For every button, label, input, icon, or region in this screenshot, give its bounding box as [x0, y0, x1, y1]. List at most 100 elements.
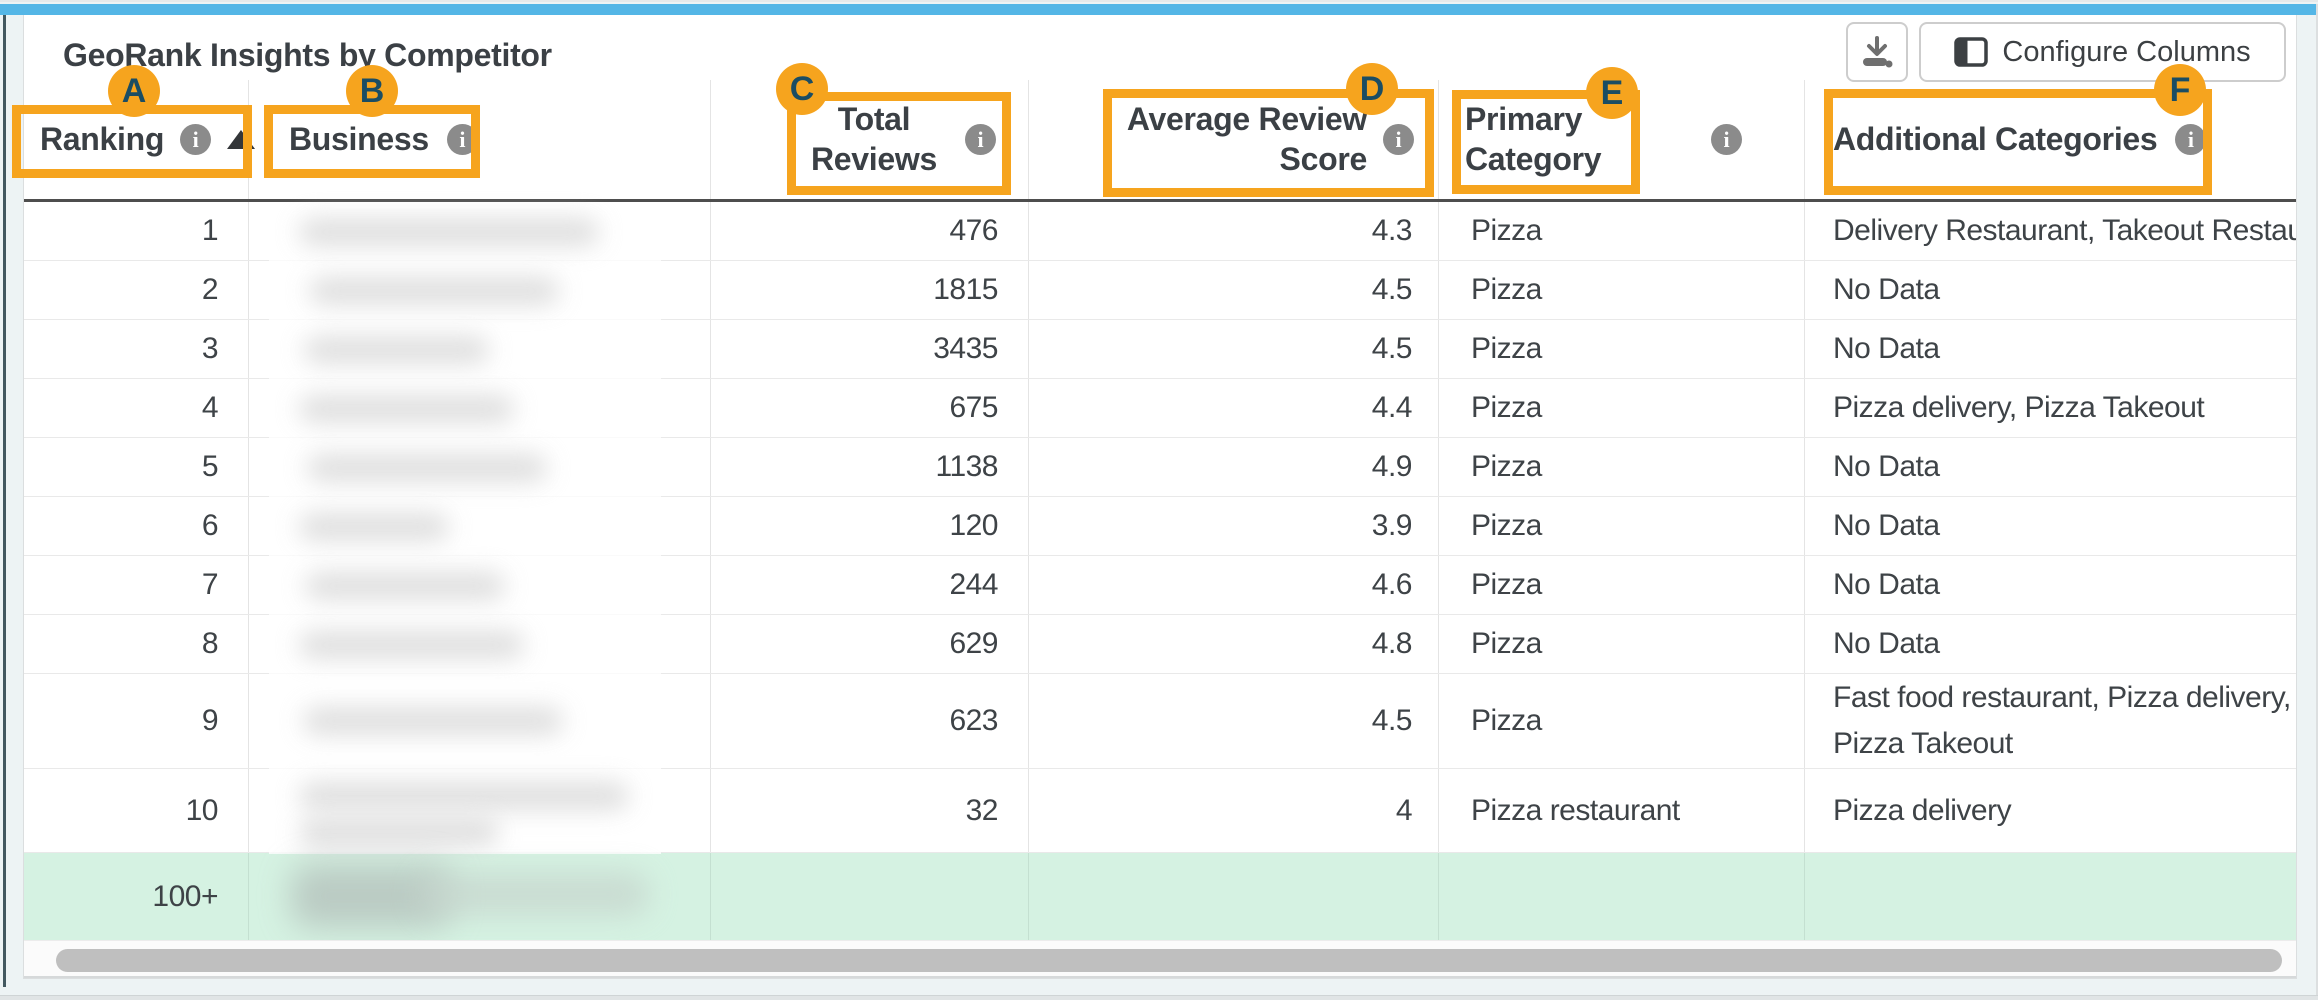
cell-business-redacted	[249, 769, 711, 852]
cell-primary-category: Pizza	[1439, 556, 1805, 614]
info-icon[interactable]: i	[1711, 124, 1742, 155]
info-icon[interactable]: i	[1383, 124, 1414, 155]
cell-primary-category: Pizza	[1439, 674, 1805, 768]
cell-business-redacted	[249, 853, 711, 940]
column-label: Ranking	[40, 120, 165, 157]
table-header-row: Ranking i Business i Total Reviews i Ave…	[24, 80, 2296, 202]
cell-total-reviews: 623	[711, 674, 1029, 768]
horizontal-scrollbar-thumb[interactable]	[56, 949, 2282, 972]
cell-average-review-score: 4.9	[1029, 438, 1439, 496]
cell-ranking: 8	[24, 615, 249, 673]
download-icon	[1860, 35, 1894, 69]
cell-total-reviews: 1138	[711, 438, 1029, 496]
table-columns-icon	[1954, 37, 1989, 67]
cell-additional-categories: Delivery Restaurant, Takeout Restau	[1833, 214, 2297, 247]
annotation-box-additional-categories	[1824, 89, 2212, 195]
cell-primary-category: Pizza	[1439, 202, 1805, 260]
cell-ranking: 2	[24, 261, 249, 319]
annotation-badge-c: C	[776, 63, 828, 115]
right-frame-line	[2316, 4, 2318, 1000]
cell-business-redacted	[249, 379, 711, 437]
info-icon[interactable]: i	[2175, 124, 2207, 155]
cell-total-reviews: 675	[711, 379, 1029, 437]
cell-ranking: 6	[24, 497, 249, 555]
cell-additional-categories	[1805, 853, 2296, 940]
column-header-ranking[interactable]: Ranking i	[24, 80, 256, 199]
cell-business-redacted	[249, 261, 711, 319]
info-icon[interactable]: i	[965, 124, 996, 155]
cell-ranking: 1	[24, 202, 249, 260]
column-label: Additional Categories	[1833, 120, 2158, 157]
column-label: Total Reviews	[811, 101, 937, 177]
cell-total-reviews: 244	[711, 556, 1029, 614]
cell-total-reviews: 32	[711, 769, 1029, 852]
cell-primary-category: Pizza	[1439, 438, 1805, 496]
annotation-badge-e: E	[1586, 67, 1638, 119]
cell-additional-categories: Pizza delivery	[1833, 793, 2012, 827]
table-row: 1 476 4.3 Pizza Delivery Restaurant, Tak…	[24, 202, 2297, 261]
annotation-box-average-review-score	[1103, 89, 1434, 197]
cell-business-redacted	[249, 497, 711, 555]
table-row: 9 623 4.5 Pizza Fast food restaurant, Pi…	[24, 674, 2296, 769]
annotation-box-primary-category	[1452, 90, 1640, 194]
column-header-total-reviews[interactable]: Total Reviews i	[711, 80, 1029, 199]
cell-business-redacted	[249, 202, 711, 260]
column-header-average-review-score[interactable]: Average Review Score i	[1029, 80, 1439, 199]
cell-total-reviews: 476	[711, 202, 1029, 260]
annotation-badge-a: A	[108, 65, 160, 117]
table-row: 10 32 4 Pizza restaurant Pizza delivery	[24, 769, 2296, 853]
cell-additional-categories: No Data	[1833, 568, 1940, 601]
cell-primary-category	[1439, 853, 1805, 940]
cell-business-redacted	[249, 615, 711, 673]
bottom-frame-line	[0, 995, 2318, 1000]
cell-ranking: 3	[24, 320, 249, 378]
cell-primary-category: Pizza restaurant	[1439, 769, 1805, 852]
card-bottom-border	[24, 976, 2296, 978]
cell-ranking: 10	[24, 769, 249, 852]
cell-average-review-score: 4	[1029, 769, 1439, 852]
configure-columns-button[interactable]: Configure Columns	[1919, 22, 2286, 82]
cell-average-review-score: 4.5	[1029, 674, 1439, 768]
cell-total-reviews	[711, 853, 1029, 940]
download-button[interactable]	[1846, 22, 1908, 82]
column-header-primary-category[interactable]: Primary Category i	[1439, 80, 1805, 199]
cell-average-review-score	[1029, 853, 1439, 940]
cell-business-redacted	[249, 674, 711, 768]
cell-total-reviews: 120	[711, 497, 1029, 555]
cell-primary-category: Pizza	[1439, 379, 1805, 437]
info-icon[interactable]: i	[180, 124, 212, 155]
configure-columns-label: Configure Columns	[2002, 35, 2251, 68]
cell-business-redacted	[249, 556, 711, 614]
cell-business-redacted	[249, 438, 711, 496]
cell-primary-category: Pizza	[1439, 497, 1805, 555]
cell-average-review-score: 3.9	[1029, 497, 1439, 555]
annotation-badge-b: B	[346, 65, 398, 117]
cell-primary-category: Pizza	[1439, 615, 1805, 673]
cell-total-reviews: 629	[711, 615, 1029, 673]
cell-ranking: 5	[24, 438, 249, 496]
table-row: 7 244 4.6 Pizza No Data	[24, 556, 2296, 615]
cell-additional-categories: Fast food restaurant, Pizza delivery, Pi…	[1833, 680, 2291, 761]
cell-additional-categories: No Data	[1833, 627, 1940, 660]
table-row: 3 3435 4.5 Pizza No Data	[24, 320, 2296, 379]
cell-primary-category: Pizza	[1439, 261, 1805, 319]
cell-ranking: 100+	[24, 853, 249, 940]
cell-ranking: 7	[24, 556, 249, 614]
annotation-badge-f: F	[2154, 64, 2206, 116]
left-frame-line	[3, 15, 6, 987]
cell-average-review-score: 4.3	[1029, 202, 1439, 260]
horizontal-scrollbar[interactable]	[24, 940, 2296, 976]
cell-additional-categories: No Data	[1833, 450, 1940, 483]
cell-average-review-score: 4.8	[1029, 615, 1439, 673]
cell-ranking: 4	[24, 379, 249, 437]
column-header-additional-categories[interactable]: Additional Categories i	[1805, 80, 2296, 199]
cell-business-redacted	[249, 320, 711, 378]
cell-ranking: 9	[24, 674, 249, 768]
annotation-box-total-reviews	[787, 92, 1011, 195]
cell-average-review-score: 4.6	[1029, 556, 1439, 614]
table-row: 4 675 4.4 Pizza Pizza delivery, Pizza Ta…	[24, 379, 2296, 438]
table-row: 6 120 3.9 Pizza No Data	[24, 497, 2296, 556]
table-row: 2 1815 4.5 Pizza No Data	[24, 261, 2296, 320]
cell-additional-categories: No Data	[1833, 332, 1940, 365]
